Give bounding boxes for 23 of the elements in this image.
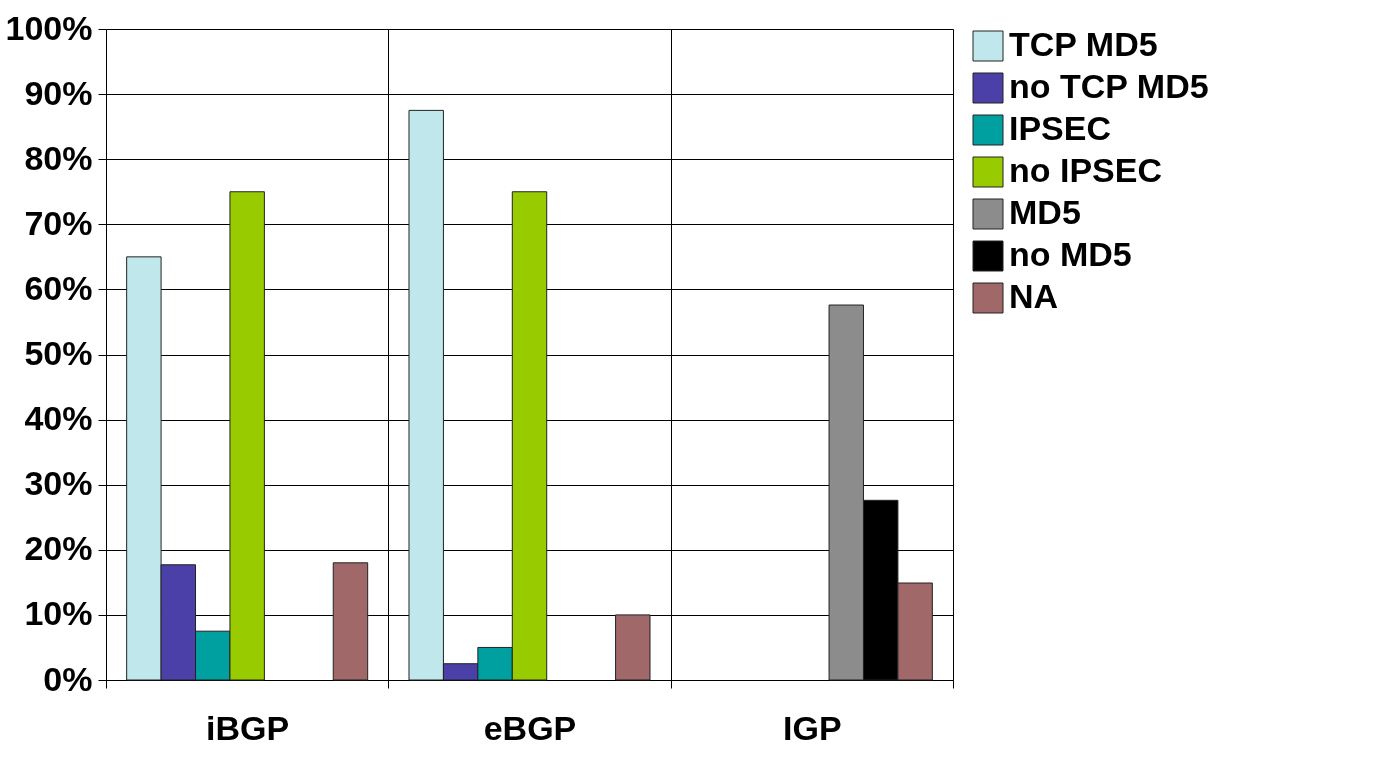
- y-tick-label: 10%: [24, 594, 93, 633]
- y-tick-label: 40%: [24, 399, 93, 438]
- x-tick-label: eBGP: [483, 708, 577, 747]
- y-tick-label: 30%: [24, 464, 93, 503]
- y-tick-label: 70%: [24, 203, 93, 242]
- legend-label: IPSEC: [1009, 109, 1112, 147]
- y-tick-label: 50%: [24, 334, 93, 372]
- legend-label: no IPSEC: [1009, 151, 1163, 189]
- legend-label: TCP MD5: [1009, 25, 1158, 63]
- legend-label: no MD5: [1009, 235, 1132, 273]
- legend-label: no TCP MD5: [1009, 67, 1209, 105]
- y-tick-label: 90%: [24, 73, 93, 112]
- y-tick-label: 100%: [5, 8, 93, 47]
- y-tick-label: 60%: [24, 268, 93, 307]
- x-tick-label: iBGP: [206, 708, 290, 747]
- y-tick-label: 20%: [24, 529, 93, 568]
- y-tick-label: 80%: [24, 138, 93, 177]
- bar: [615, 614, 651, 681]
- legend-label: MD5: [1009, 193, 1081, 231]
- legend-label: NA: [1009, 277, 1059, 315]
- x-tick-label: IGP: [783, 708, 842, 747]
- bar: [332, 562, 369, 681]
- y-tick-label: 0%: [43, 659, 93, 698]
